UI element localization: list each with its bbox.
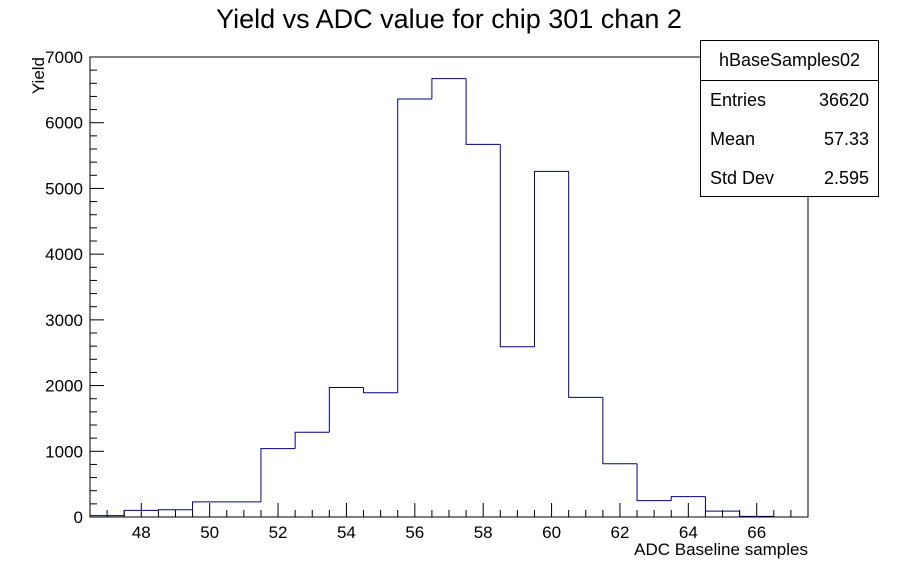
stats-row-entries: Entries 36620	[701, 81, 878, 120]
x-tick-label: 58	[474, 523, 493, 542]
histogram-bin	[602, 397, 638, 465]
y-tick-label: 6000	[45, 114, 83, 133]
histogram-bin	[294, 431, 330, 449]
histogram-bin	[568, 171, 603, 398]
histogram-bin	[431, 78, 467, 100]
histogram-bin	[363, 387, 398, 394]
histogram-bin	[328, 387, 364, 433]
histogram-bin	[397, 98, 432, 393]
histogram-bin	[260, 448, 296, 502]
stats-box: hBaseSamples02 Entries 36620 Mean 57.33 …	[700, 40, 879, 197]
y-tick-label: 0	[74, 508, 83, 527]
histogram-bin	[465, 78, 501, 145]
stats-stddev-label: Std Dev	[710, 168, 775, 188]
y-tick-label: 7000	[45, 48, 83, 67]
histogram-bin	[670, 496, 706, 501]
stats-stddev-value: 2.595	[823, 168, 869, 188]
y-tick-label: 4000	[45, 245, 83, 264]
histogram-bin	[499, 144, 535, 348]
x-tick-label: 64	[679, 523, 698, 542]
x-tick-label: 48	[132, 523, 151, 542]
stats-row-stddev: Std Dev 2.595	[701, 159, 878, 198]
histogram-bin	[192, 501, 227, 510]
chart-title: Yield vs ADC value for chip 301 chan 2	[216, 4, 682, 34]
x-tick-label: 60	[542, 523, 561, 542]
histogram-series	[89, 78, 774, 517]
x-axis-label: ADC Baseline samples	[634, 540, 808, 559]
histogram-bin	[704, 496, 740, 512]
y-tick-label: 3000	[45, 311, 83, 330]
histogram-bin	[636, 463, 672, 502]
stats-entries-value: 36620	[818, 90, 869, 110]
x-tick-label: 50	[200, 523, 219, 542]
stats-histogram-name: hBaseSamples02	[701, 41, 878, 81]
y-tick-label: 1000	[45, 442, 83, 461]
histogram-bin	[533, 170, 569, 347]
y-axis: 0 1000 2000 3000 4000 5000 6000 7000	[45, 48, 104, 527]
x-tick-label: 52	[269, 523, 288, 542]
x-tick-label: 66	[747, 523, 766, 542]
stats-row-mean: Mean 57.33	[701, 120, 878, 159]
y-tick-label: 2000	[45, 377, 83, 396]
stats-mean-value: 57.33	[823, 129, 869, 149]
y-tick-label: 5000	[45, 179, 83, 198]
x-tick-label: 62	[610, 523, 629, 542]
x-tick-label: 54	[337, 523, 356, 542]
y-axis-label: Yield	[29, 57, 48, 94]
x-tick-label: 56	[405, 523, 424, 542]
x-axis: 48 50 52 54 56 58 60 62 64 66	[89, 503, 809, 542]
stats-entries-label: Entries	[710, 90, 767, 110]
stats-mean-label: Mean	[710, 129, 756, 149]
